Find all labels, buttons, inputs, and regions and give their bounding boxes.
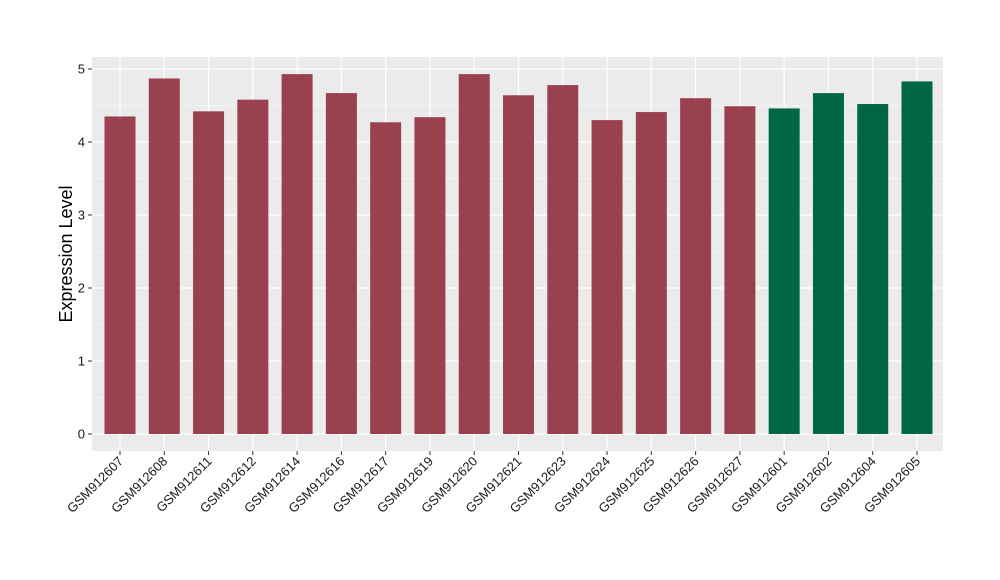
bar-GSM912627 bbox=[724, 106, 756, 434]
bar-GSM912605 bbox=[901, 81, 933, 434]
bar-GSM912619 bbox=[414, 117, 446, 435]
bar-GSM912604 bbox=[857, 104, 889, 434]
bar-GSM912626 bbox=[680, 98, 712, 434]
bar-GSM912608 bbox=[148, 78, 180, 435]
bar-GSM912602 bbox=[812, 93, 844, 434]
bar-GSM912621 bbox=[503, 95, 534, 434]
bar-GSM912607 bbox=[104, 116, 136, 434]
bar-GSM912617 bbox=[370, 122, 402, 434]
bar-GSM912611 bbox=[193, 111, 225, 434]
bar-GSM912625 bbox=[635, 112, 667, 434]
y-axis-title: Expression Level bbox=[56, 185, 76, 322]
y-axis: 0 1 2 3 4 5 bbox=[78, 62, 92, 442]
y-tick-label: 4 bbox=[78, 135, 85, 150]
bar-GSM912612 bbox=[237, 99, 269, 434]
bar-GSM912623 bbox=[547, 85, 579, 434]
bar-GSM912601 bbox=[768, 108, 800, 435]
bar-GSM912616 bbox=[325, 93, 357, 434]
y-tick-label: 1 bbox=[78, 354, 85, 369]
bar-GSM912620 bbox=[458, 74, 490, 435]
x-axis: GSM912607GSM912608GSM912611GSM912612GSM9… bbox=[64, 451, 923, 516]
bar-GSM912614 bbox=[281, 74, 313, 435]
bars bbox=[104, 74, 933, 435]
y-tick-label: 3 bbox=[78, 208, 85, 223]
y-tick-label: 2 bbox=[78, 281, 85, 296]
bar-GSM912624 bbox=[591, 120, 623, 434]
y-tick-label: 0 bbox=[78, 427, 85, 442]
y-tick-label: 5 bbox=[78, 62, 85, 77]
